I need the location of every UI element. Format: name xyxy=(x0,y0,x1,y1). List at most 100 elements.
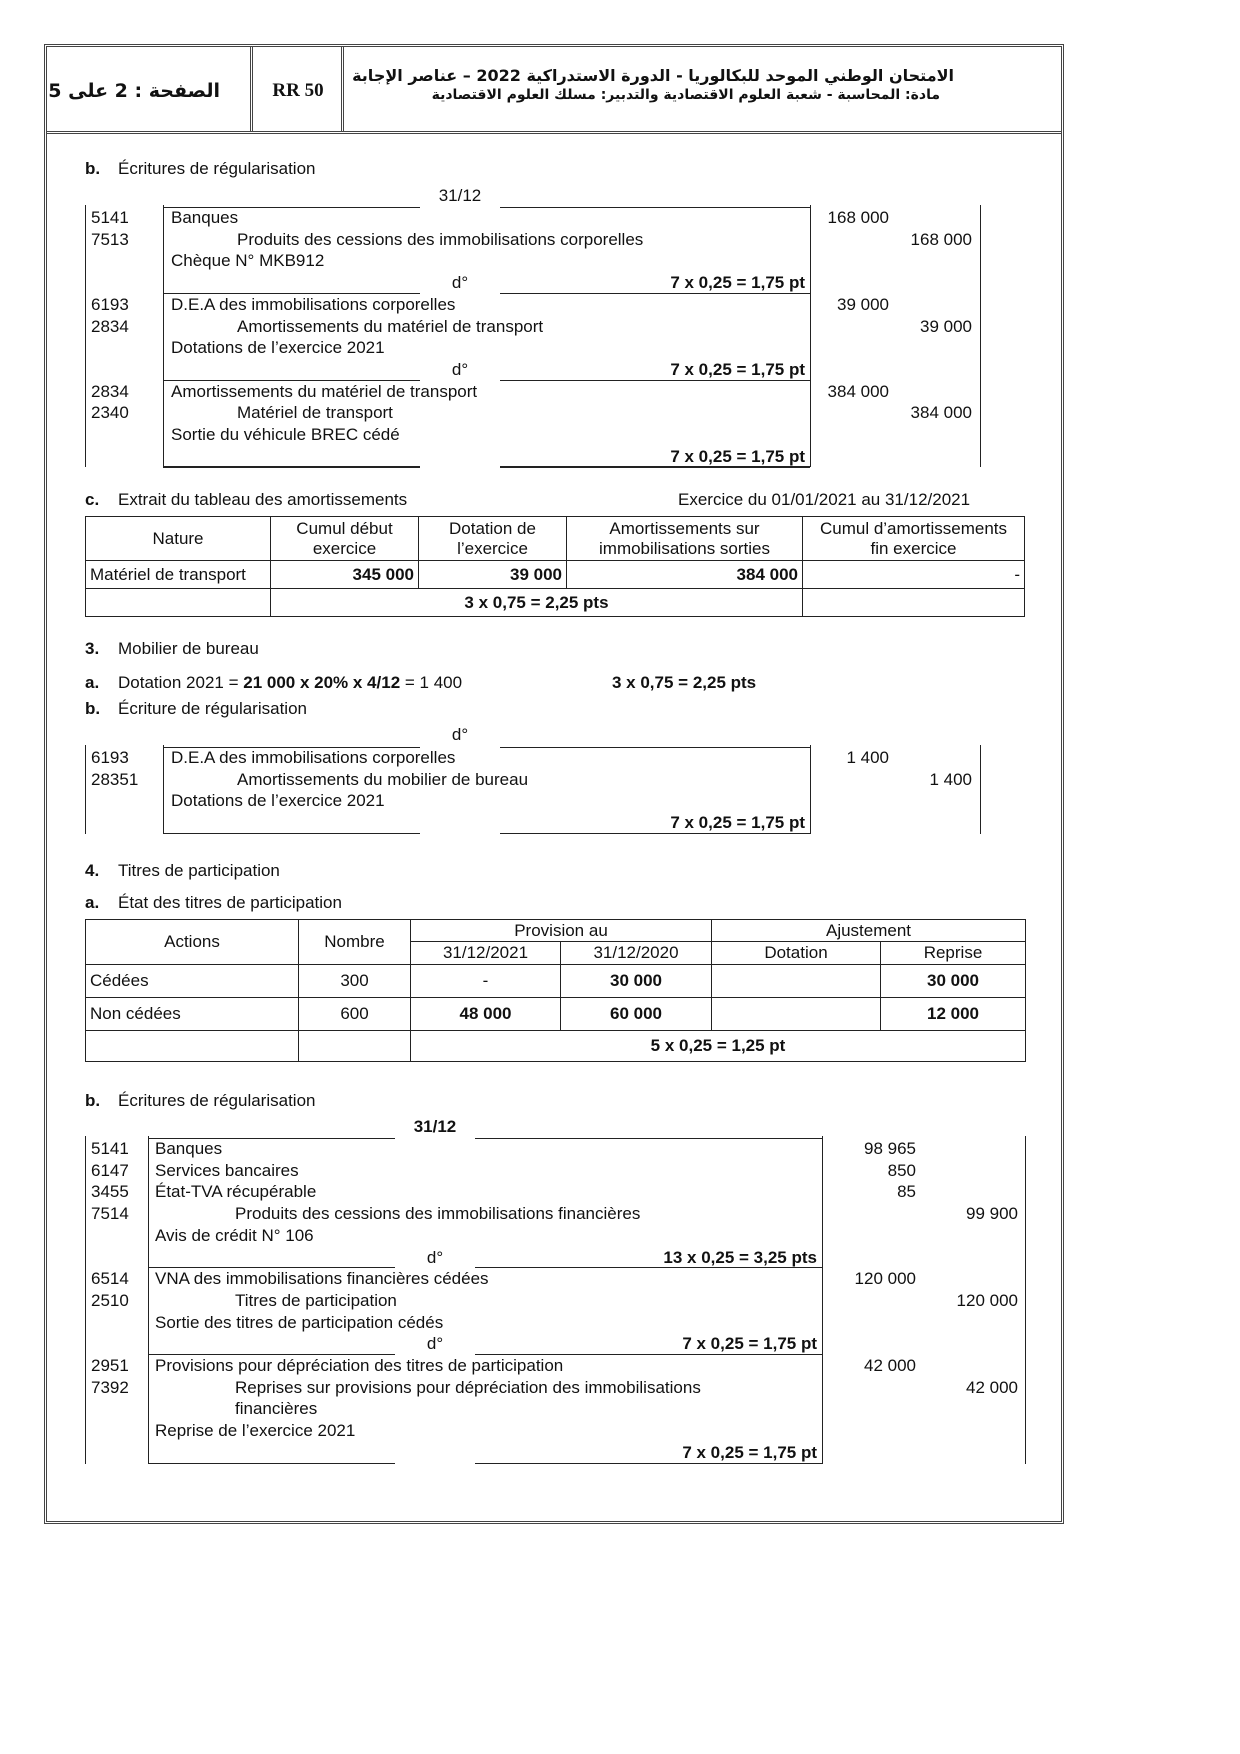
table-header-row: Actions Nombre Provision au Ajustement xyxy=(85,919,1027,965)
header-cumul-debut: Cumul début exercice xyxy=(270,516,419,561)
account-number: 6193 xyxy=(91,748,129,767)
entry-label: Reprise de l’exercice 2021 xyxy=(155,1421,356,1441)
period: Exercice du 01/01/2021 au 31/12/2021 xyxy=(678,490,971,509)
account-number: 5141 xyxy=(91,208,129,227)
debit-amount: 120 000 xyxy=(854,1269,916,1289)
header-actions: Actions xyxy=(85,919,299,965)
entry-label: Amortissements du matériel de transport xyxy=(237,316,544,336)
journal-date: 31/12 xyxy=(438,186,482,205)
column-line xyxy=(85,205,87,468)
divider xyxy=(475,1138,822,1140)
credit-amount: 168 000 xyxy=(910,229,972,249)
account-number: 6514 xyxy=(91,1269,129,1289)
entry-label: Services bancaires xyxy=(155,1160,299,1180)
divider xyxy=(163,207,420,209)
column-line xyxy=(85,1136,87,1464)
points: 13 x 0,25 = 3,25 pts xyxy=(663,1247,817,1267)
titres-table: Actions Nombre Provision au Ajustement 3… xyxy=(85,919,1027,1062)
column-line xyxy=(980,205,982,468)
cell xyxy=(298,1030,411,1062)
cell xyxy=(711,997,881,1031)
column-line xyxy=(85,745,87,834)
entry-label: VNA des immobilisations financières cédé… xyxy=(155,1269,489,1289)
account-number: 2340 xyxy=(91,403,129,423)
journal-date: 31/12 xyxy=(413,1117,457,1136)
divider xyxy=(163,379,420,381)
account-number: 2834 xyxy=(91,316,129,336)
debit-amount: 42 000 xyxy=(864,1356,916,1375)
account-number: 6193 xyxy=(91,294,129,314)
entry-label: Amortissements du matériel de transport xyxy=(171,381,478,401)
cell: 30 000 xyxy=(560,964,712,998)
credit-amount: 42 000 xyxy=(966,1377,1018,1397)
cell: 39 000 xyxy=(418,560,567,589)
header-divider xyxy=(250,47,256,132)
column-line xyxy=(822,1136,824,1464)
debit-amount: 850 xyxy=(887,1160,916,1180)
entry-label: État-TVA récupérable xyxy=(155,1182,317,1202)
header-provision: Provision au xyxy=(410,919,712,942)
points: 7 x 0,25 = 1,75 pt xyxy=(670,273,805,293)
points-row: 5 x 0,25 = 1,25 pt xyxy=(85,1030,1027,1062)
divider xyxy=(148,1138,395,1140)
section-letter: b. xyxy=(85,1091,101,1110)
divider xyxy=(475,1462,822,1464)
table-row: Matériel de transport 345 000 39 000 384… xyxy=(85,560,1025,589)
column-line xyxy=(980,745,982,834)
header-2021: 31/12/2021 xyxy=(410,941,561,965)
points: 3 x 0,75 = 2,25 pts xyxy=(270,588,803,617)
account-number: 28351 xyxy=(91,769,139,789)
points: 7 x 0,25 = 1,75 pt xyxy=(670,446,805,466)
header-amort-sorties: Amortissements sur immobilisations sortie… xyxy=(566,516,803,561)
entry-label: D.E.A des immobilisations corporelles xyxy=(171,748,456,767)
journal-date: d° xyxy=(451,725,469,744)
credit-amount: 99 900 xyxy=(966,1204,1018,1224)
entry-label: Banques xyxy=(155,1139,223,1158)
points: 7 x 0,25 = 1,75 pt xyxy=(682,1442,817,1462)
account-number: 2951 xyxy=(91,1356,129,1375)
debit-amount: 384 000 xyxy=(827,381,889,401)
cell: Non cédées xyxy=(85,997,299,1031)
divider xyxy=(500,747,810,749)
account-number: 7514 xyxy=(91,1204,129,1224)
account-number: 7392 xyxy=(91,1377,129,1397)
header-ajustement: Ajustement xyxy=(710,919,1027,942)
divider xyxy=(148,1354,395,1356)
entry-label: Sortie des titres de participation cédés xyxy=(155,1312,444,1332)
cell: 345 000 xyxy=(270,560,419,589)
cell: 12 000 xyxy=(879,997,1027,1031)
column-line xyxy=(163,205,165,468)
exam-title: الامتحان الوطني الموحد للبكالوريا - الدو… xyxy=(352,66,954,85)
cell xyxy=(802,588,1025,617)
divider xyxy=(148,1267,395,1269)
journal-date: d° xyxy=(451,359,469,379)
cell xyxy=(711,964,881,998)
header-2020: 31/12/2020 xyxy=(560,941,712,965)
column-line xyxy=(1025,1136,1027,1464)
cell: - xyxy=(410,964,561,998)
table-header-row: Nature Cumul début exercice Dotation de l’… xyxy=(85,516,1025,561)
divider xyxy=(163,292,420,295)
table-row: Cédées 300 - 30 000 30 000 xyxy=(85,964,1027,998)
account-number: 5141 xyxy=(91,1139,129,1158)
entry-label: financières xyxy=(235,1399,318,1419)
entry-label: Sortie du véhicule BREC cédé xyxy=(171,425,400,444)
points: 7 x 0,25 = 1,75 pt xyxy=(670,359,805,379)
header-nombre: Nombre xyxy=(298,919,411,965)
entry-label: Reprises sur provisions pour dépréciatio… xyxy=(235,1377,701,1397)
section-title: État des titres de participation xyxy=(118,893,342,912)
journal-date: d° xyxy=(426,1247,444,1267)
column-line xyxy=(148,1136,150,1464)
table-row: Non cédées 600 48 000 60 000 12 000 xyxy=(85,997,1027,1031)
points-row: 3 x 0,75 = 2,25 pts xyxy=(85,588,1025,617)
exam-code: RR 50 xyxy=(272,80,324,101)
account-number: 2834 xyxy=(91,381,129,401)
cell: 300 xyxy=(298,964,411,998)
divider xyxy=(500,832,810,835)
cell: 30 000 xyxy=(879,964,1027,998)
debit-amount: 85 xyxy=(897,1182,916,1202)
entry-label: Amortissements du mobilier de bureau xyxy=(237,769,529,789)
column-line xyxy=(810,745,812,834)
header-cumul-fin: Cumul d’amortissements fin exercice xyxy=(802,516,1025,561)
entry-label: Dotations de l’exercice 2021 xyxy=(171,791,385,811)
